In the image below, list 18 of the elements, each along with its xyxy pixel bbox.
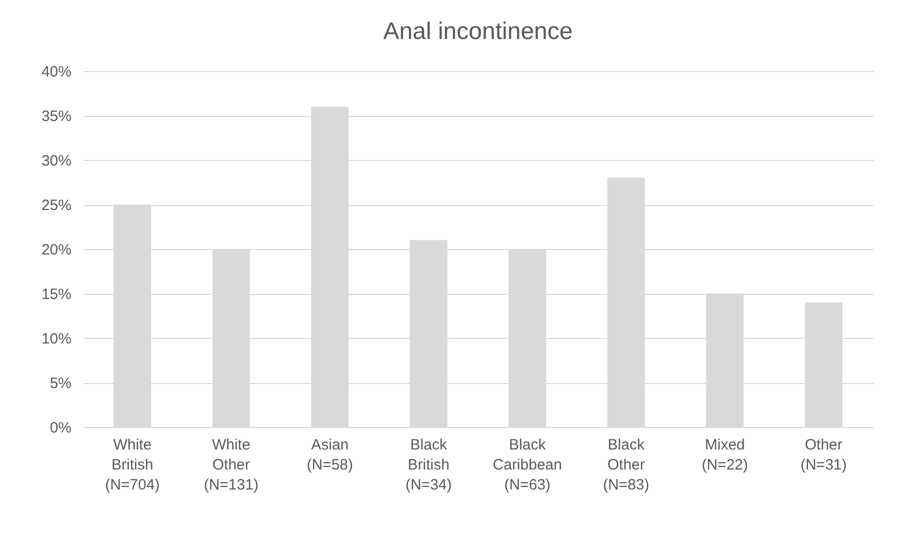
y-tick-label: 40% xyxy=(41,64,72,80)
x-tick-label: Black Other (N=83) xyxy=(602,436,650,494)
chart-title: Anal incontinence xyxy=(383,18,573,45)
y-tick-label: 10% xyxy=(41,330,72,348)
x-tick-label: White British (N=704) xyxy=(105,436,160,494)
y-tick-label: 35% xyxy=(41,108,72,125)
x-tick-label: Black British (N=34) xyxy=(405,436,452,494)
y-tick-label: 25% xyxy=(41,197,72,214)
y-tick-label: 20% xyxy=(41,242,72,258)
y-tick-label: 30% xyxy=(41,152,72,170)
x-tick-label: Other (N=31) xyxy=(800,436,847,474)
x-tick-label: Asian (N=58) xyxy=(306,436,354,474)
x-tick-label: White Other (N=131) xyxy=(204,436,258,494)
y-tick-label: 0% xyxy=(50,420,72,436)
y-tick-label: 5% xyxy=(50,375,72,392)
y-tick-label: 15% xyxy=(41,286,72,303)
x-tick-label: Black Caribbean (N=63) xyxy=(492,436,562,494)
x-tick-label: Mixed (N=22) xyxy=(702,436,748,474)
